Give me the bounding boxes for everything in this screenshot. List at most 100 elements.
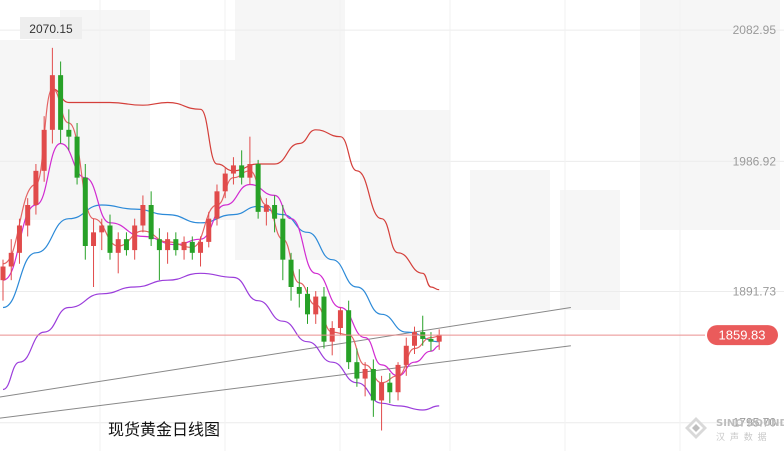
trendlines: [0, 307, 571, 419]
candle: [8, 239, 14, 281]
candle-body: [263, 205, 269, 212]
candle: [395, 362, 401, 401]
candle-body: [206, 218, 212, 242]
boll_lower: [2, 272, 440, 411]
candle-body: [198, 241, 204, 253]
candle-body: [313, 296, 319, 315]
candle-body: [0, 266, 6, 281]
diamond-icon: [685, 417, 707, 439]
trend_upper: [0, 307, 571, 398]
candle: [189, 236, 195, 260]
candle: [362, 362, 368, 397]
candle-body: [436, 334, 442, 342]
candle: [337, 307, 343, 335]
candle-body: [132, 225, 138, 251]
candle: [387, 373, 393, 404]
candle: [403, 337, 409, 376]
candle-body: [296, 287, 302, 294]
boll_upper: [52, 88, 440, 291]
max-price-box: [20, 17, 82, 39]
candle: [82, 164, 88, 260]
candle-body: [337, 310, 343, 328]
bg-block: [60, 10, 150, 230]
candle: [329, 321, 335, 356]
candle: [115, 232, 121, 274]
candle: [379, 375, 385, 431]
candle-body: [272, 205, 278, 219]
candle: [173, 232, 179, 256]
candle-body: [428, 338, 434, 342]
candle-body: [49, 75, 55, 130]
candle: [66, 109, 72, 151]
candle: [91, 218, 97, 287]
trend_lower: [0, 345, 571, 419]
candle-body: [247, 164, 253, 178]
current-price-label: 1859.83: [719, 328, 766, 343]
price-tick-label: 2082.95: [733, 23, 777, 37]
candle: [25, 198, 31, 237]
candle: [354, 348, 360, 387]
candle-body: [230, 165, 236, 174]
candle-body: [140, 205, 146, 226]
watermark-sub: 汉 声 数 据: [716, 431, 768, 443]
max-price-marker: 2070.15: [20, 17, 82, 39]
candle-body: [379, 382, 385, 401]
candle-body: [222, 173, 228, 192]
watermark-brand: SINO SOUND: [716, 418, 784, 429]
candle: [132, 218, 138, 260]
candle-body: [58, 75, 64, 130]
price-axis: 2082.95 1986.92 1891.73 1795.70: [733, 23, 777, 430]
candle-body: [255, 164, 261, 212]
candle-body: [8, 252, 14, 267]
candle: [156, 228, 162, 281]
candle: [58, 61, 64, 144]
candle-body: [123, 239, 129, 251]
background-decoration: [0, 0, 780, 310]
price-tick-label: 1891.73: [733, 284, 777, 298]
candle-body: [25, 205, 31, 226]
candle-body: [115, 239, 121, 253]
current-price-tag-bg: [707, 325, 778, 346]
candle: [255, 159, 261, 219]
candle: [107, 214, 113, 260]
candle: [230, 157, 236, 185]
candle-body: [354, 362, 360, 379]
bg-block: [560, 190, 620, 310]
candle: [272, 195, 278, 233]
candle: [247, 136, 253, 185]
candle-body: [403, 345, 409, 365]
candle: [123, 232, 129, 256]
candles: [0, 47, 442, 431]
candle-body: [239, 165, 245, 178]
bg-block: [180, 60, 240, 220]
candle: [222, 168, 228, 199]
candle: [313, 291, 319, 324]
candle-body: [91, 232, 97, 246]
candle-body: [99, 225, 105, 233]
candle: [41, 116, 47, 182]
candle-body: [321, 296, 327, 342]
candle: [74, 123, 80, 185]
price-tick-label: 1986.92: [733, 154, 777, 168]
price-tick-label: 1795.70: [733, 416, 777, 430]
candle-body: [16, 225, 22, 253]
candle: [305, 287, 311, 324]
candle-body: [41, 129, 47, 171]
candle: [165, 232, 171, 264]
bg-block: [360, 110, 450, 280]
candle: [0, 259, 6, 301]
candle: [33, 164, 39, 215]
candle: [263, 198, 269, 226]
candle-body: [362, 369, 368, 379]
candle: [296, 269, 302, 308]
candle: [198, 236, 204, 267]
candle: [280, 205, 286, 281]
candle: [288, 252, 294, 301]
candle: [140, 195, 146, 233]
candle-body: [387, 382, 393, 393]
max-price-label: 2070.15: [29, 22, 73, 36]
candle-body: [165, 239, 171, 251]
candle: [370, 359, 376, 417]
